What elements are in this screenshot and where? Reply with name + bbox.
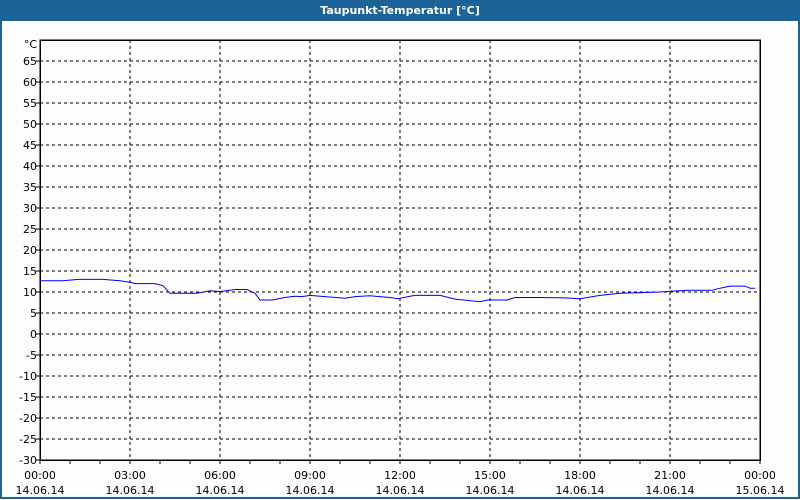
plot-frame — [39, 39, 761, 461]
y-tick-label: -5 — [26, 349, 37, 362]
x-tick-date: 14.06.14 — [196, 484, 245, 497]
y-tick-label: 45 — [23, 139, 37, 152]
x-tick-date: 14.06.14 — [556, 484, 605, 497]
x-tick-time: 00:00 — [744, 469, 776, 482]
x-tick-date: 15.06.14 — [736, 484, 785, 497]
y-tick-label: 60 — [23, 76, 37, 89]
y-tick-label: 50 — [23, 118, 37, 131]
y-tick-label: 0 — [30, 328, 37, 341]
y-tick-label: 55 — [23, 97, 37, 110]
x-tick-time: 12:00 — [384, 469, 416, 482]
x-tick-date: 14.06.14 — [106, 484, 155, 497]
y-tick-label: -25 — [19, 433, 37, 446]
x-tick-date: 14.06.14 — [16, 484, 65, 497]
x-tick-time: 00:00 — [24, 469, 56, 482]
y-tick-label: 10 — [23, 286, 37, 299]
y-tick-label: 15 — [23, 265, 37, 278]
x-tick-date: 14.06.14 — [466, 484, 515, 497]
y-axis-unit: °C — [24, 38, 38, 51]
y-tick-label: -30 — [19, 454, 37, 467]
y-tick-label: 30 — [23, 202, 37, 215]
x-tick-date: 14.06.14 — [376, 484, 425, 497]
y-tick-label: 25 — [23, 223, 37, 236]
x-tick-time: 15:00 — [474, 469, 506, 482]
x-tick-time: 09:00 — [294, 469, 326, 482]
y-tick-label: 35 — [23, 181, 37, 194]
x-tick-time: 21:00 — [654, 469, 686, 482]
window-title: Taupunkt-Temperatur [°C] — [0, 0, 800, 21]
y-tick-label: 20 — [23, 244, 37, 257]
y-tick-label: -10 — [19, 370, 37, 383]
x-tick-time: 06:00 — [204, 469, 236, 482]
y-tick-label: 65 — [23, 55, 37, 68]
y-tick-label: 5 — [30, 307, 37, 320]
y-tick-label: 40 — [23, 160, 37, 173]
x-tick-date: 14.06.14 — [286, 484, 335, 497]
x-tick-time: 18:00 — [564, 469, 596, 482]
series-line-dewpoint — [40, 278, 755, 303]
y-tick-label: -20 — [19, 412, 37, 425]
x-tick-date: 14.06.14 — [646, 484, 695, 497]
y-tick-label: -15 — [19, 391, 37, 404]
x-tick-time: 03:00 — [114, 469, 146, 482]
